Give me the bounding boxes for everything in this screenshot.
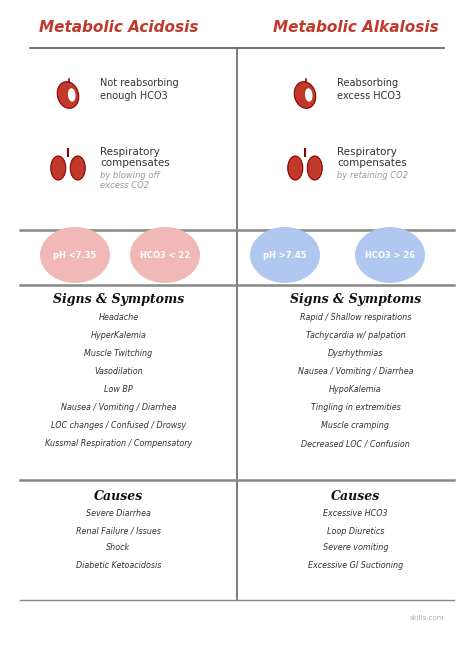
Text: Loop Diuretics: Loop Diuretics	[327, 527, 384, 535]
Text: Tachycardia w/ palpation: Tachycardia w/ palpation	[306, 332, 405, 340]
Text: Excessive GI Suctioning: Excessive GI Suctioning	[308, 561, 403, 570]
Text: Muscle cramping: Muscle cramping	[321, 421, 390, 431]
Text: Tingling in extremities: Tingling in extremities	[310, 403, 401, 413]
Text: Respiratory: Respiratory	[100, 147, 160, 157]
Text: by blowing off: by blowing off	[100, 172, 159, 180]
Ellipse shape	[305, 88, 312, 102]
Text: by retaining CO2: by retaining CO2	[337, 172, 408, 180]
Text: Reabsorbing: Reabsorbing	[337, 78, 398, 88]
Text: Nausea / Vomiting / Diarrhea: Nausea / Vomiting / Diarrhea	[298, 368, 413, 377]
Ellipse shape	[355, 227, 425, 283]
Text: Excessive HCO3: Excessive HCO3	[323, 509, 388, 519]
Ellipse shape	[307, 156, 322, 180]
Ellipse shape	[40, 227, 110, 283]
Text: pH <7.35: pH <7.35	[53, 251, 97, 259]
Text: compensates: compensates	[337, 158, 407, 168]
Ellipse shape	[288, 156, 303, 180]
Ellipse shape	[250, 227, 320, 283]
Ellipse shape	[70, 156, 85, 180]
Text: Severe Diarrhea: Severe Diarrhea	[86, 509, 151, 519]
Ellipse shape	[294, 82, 316, 109]
Ellipse shape	[57, 82, 79, 109]
Text: Nausea / Vomiting / Diarrhea: Nausea / Vomiting / Diarrhea	[61, 403, 176, 413]
Text: compensates: compensates	[100, 158, 170, 168]
Ellipse shape	[51, 156, 66, 180]
Text: Muscle Twitching: Muscle Twitching	[84, 350, 153, 358]
Text: Rapid / Shallow respirations: Rapid / Shallow respirations	[300, 314, 411, 322]
Text: LOC changes / Confused / Drowsy: LOC changes / Confused / Drowsy	[51, 421, 186, 431]
Text: Low BP: Low BP	[104, 385, 133, 395]
Text: Severe vomiting: Severe vomiting	[323, 543, 388, 553]
Text: Metabolic Acidosis: Metabolic Acidosis	[39, 21, 198, 36]
Text: Metabolic Alkalosis: Metabolic Alkalosis	[273, 21, 438, 36]
Text: HCO3 < 22: HCO3 < 22	[140, 251, 190, 259]
Text: enough HCO3: enough HCO3	[100, 91, 168, 101]
Text: pH >7.45: pH >7.45	[263, 251, 307, 259]
Text: excess CO2: excess CO2	[100, 180, 149, 190]
Text: Signs & Symptoms: Signs & Symptoms	[290, 293, 421, 306]
Text: skills.com: skills.com	[410, 615, 444, 621]
Text: HCO3 > 26: HCO3 > 26	[365, 251, 415, 259]
Text: Headache: Headache	[99, 314, 138, 322]
Text: Vasodilation: Vasodilation	[94, 368, 143, 377]
Text: Dysrhythmias: Dysrhythmias	[328, 350, 383, 358]
Text: Diabetic Ketoacidosis: Diabetic Ketoacidosis	[76, 561, 161, 570]
Text: Causes: Causes	[331, 490, 380, 502]
Text: Shock: Shock	[107, 543, 130, 553]
Text: excess HCO3: excess HCO3	[337, 91, 401, 101]
Text: HypoKalemia: HypoKalemia	[329, 385, 382, 395]
Text: Respiratory: Respiratory	[337, 147, 397, 157]
Text: HyperKalemia: HyperKalemia	[91, 332, 146, 340]
Text: Kussmal Respiration / Compensatory: Kussmal Respiration / Compensatory	[45, 440, 192, 448]
Text: Not reabsorbing: Not reabsorbing	[100, 78, 179, 88]
Ellipse shape	[130, 227, 200, 283]
Text: Decreased LOC / Confusion: Decreased LOC / Confusion	[301, 440, 410, 448]
Text: Causes: Causes	[94, 490, 143, 502]
Ellipse shape	[68, 88, 75, 102]
Text: Signs & Symptoms: Signs & Symptoms	[53, 293, 184, 306]
Text: Renal Failure / Issues: Renal Failure / Issues	[76, 527, 161, 535]
